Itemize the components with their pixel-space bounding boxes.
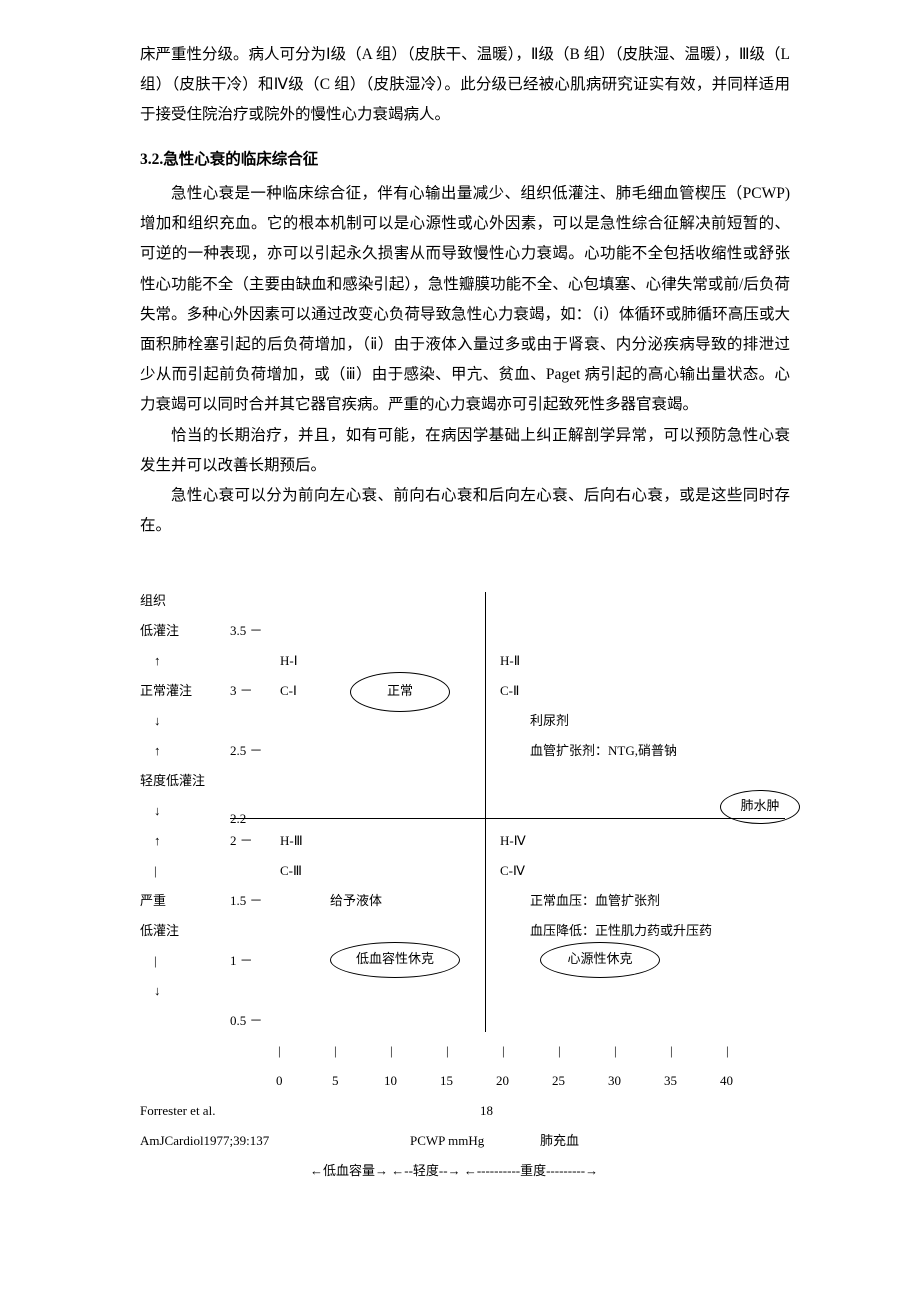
ylabel-line: 低灌注: [140, 622, 179, 640]
q3-label: H-Ⅲ: [280, 832, 303, 850]
xrange-label: ←低血容量→ ←--轻度--→ ←----------重度---------→: [310, 1162, 598, 1180]
ylabel-line: 低灌注: [140, 922, 179, 940]
ytick: 3.5 －: [230, 622, 263, 640]
q4-label: C-Ⅳ: [500, 862, 525, 880]
ylabel-line: 组织: [140, 592, 166, 610]
xlabel: PCWP mmHg: [410, 1132, 484, 1150]
xtick: 25: [552, 1072, 565, 1090]
xtick-mark: |: [558, 1042, 561, 1060]
cardiogenic-shock-ellipse: 心源性休克: [540, 942, 660, 978]
ylabel-arrow: ↓: [154, 712, 161, 730]
normal-ellipse: 正常: [350, 672, 450, 712]
ytick: 3 －: [230, 682, 253, 700]
ylabel-arrow: ↓: [154, 802, 161, 820]
xtick: 10: [384, 1072, 397, 1090]
q2-text: 血管扩张剂：NTG,硝普钠: [530, 742, 677, 760]
xtick: 20: [496, 1072, 509, 1090]
q3-text: 给予液体: [330, 892, 382, 910]
paragraph-2: 急性心衰是一种临床综合征，伴有心输出量减少、组织低灌注、肺毛细血管楔压（PCWP…: [140, 179, 790, 421]
citation-1: Forrester et al.: [140, 1102, 215, 1120]
q2-text: 利尿剂: [530, 712, 569, 730]
ylabel-line: |: [154, 952, 157, 970]
q1-label: C-Ⅰ: [280, 682, 297, 700]
ylabel-line: 轻度低灌注: [140, 772, 205, 790]
ylabel-arrow: ↑: [154, 652, 161, 670]
ytick: 1.5 －: [230, 892, 263, 910]
ytick: 2.5 －: [230, 742, 263, 760]
ytick: 2 －: [230, 832, 253, 850]
xtick: 35: [664, 1072, 677, 1090]
q4-text: 血压降低：正性肌力药或升压药: [530, 922, 712, 940]
hypovolemic-shock-ellipse: 低血容性休克: [330, 942, 460, 978]
ylabel-line: 正常灌注: [140, 682, 192, 700]
ylabel-line: 严重: [140, 892, 166, 910]
xtick-mark: |: [334, 1042, 337, 1060]
x-center-value: 18: [480, 1102, 493, 1120]
xtick-mark: |: [670, 1042, 673, 1060]
ylabel-arrow: ↑: [154, 832, 161, 850]
ytick: 0.5 －: [230, 1012, 263, 1030]
ytick: 1 －: [230, 952, 253, 970]
xlabel-right: 肺充血: [540, 1132, 579, 1150]
forrester-chart: 组织 低灌注 ↑ 正常灌注 ↓ ↑ 轻度低灌注 ↓ ↑ | 严重 低灌注 | ↓…: [140, 592, 790, 1212]
xtick: 15: [440, 1072, 453, 1090]
xtick-mark: |: [446, 1042, 449, 1060]
q2-label: H-Ⅱ: [500, 652, 520, 670]
q4-text: 正常血压：血管扩张剂: [530, 892, 660, 910]
q3-label: C-Ⅲ: [280, 862, 302, 880]
xtick-mark: |: [390, 1042, 393, 1060]
citation-2: AmJCardiol1977;39:137: [140, 1132, 269, 1150]
pulmonary-edema-ellipse: 肺水肿: [720, 790, 800, 824]
horizontal-divider: [230, 818, 785, 819]
ylabel-arrow: ↓: [154, 982, 161, 1000]
xtick-mark: |: [726, 1042, 729, 1060]
q1-label: H-Ⅰ: [280, 652, 298, 670]
ylabel-line: |: [154, 862, 157, 880]
q4-label: H-Ⅳ: [500, 832, 526, 850]
paragraph-1: 床严重性分级。病人可分为Ⅰ级（A 组）（皮肤干、温暖），Ⅱ级（B 组）（皮肤湿、…: [140, 40, 790, 131]
vertical-divider: [485, 592, 486, 1032]
xtick-mark: |: [502, 1042, 505, 1060]
q2-label: C-Ⅱ: [500, 682, 519, 700]
xtick: 40: [720, 1072, 733, 1090]
xtick-mark: |: [278, 1042, 281, 1060]
xtick: 0: [276, 1072, 283, 1090]
paragraph-3: 恰当的长期治疗，并且，如有可能，在病因学基础上纠正解剖学异常，可以预防急性心衰发…: [140, 421, 790, 481]
paragraph-4: 急性心衰可以分为前向左心衰、前向右心衰和后向左心衰、后向右心衰，或是这些同时存在…: [140, 481, 790, 541]
ylabel-arrow: ↑: [154, 742, 161, 760]
xtick-mark: |: [614, 1042, 617, 1060]
xtick: 30: [608, 1072, 621, 1090]
ytick: 2.2: [230, 810, 246, 828]
xtick: 5: [332, 1072, 339, 1090]
section-heading: 3.2.急性心衰的临床综合征: [140, 145, 790, 175]
